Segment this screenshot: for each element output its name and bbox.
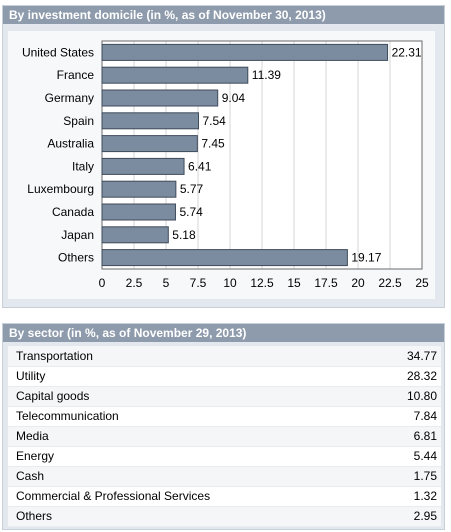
bar (101, 249, 348, 267)
sector-value: 6.81 (367, 426, 441, 447)
x-tick-label: 25 (415, 276, 429, 290)
category-label: Luxembourg (27, 182, 94, 196)
bar-value-label: 5.77 (180, 182, 204, 196)
sector-row: Commercial & Professional Services 1.32 (8, 486, 441, 507)
category-label: Italy (72, 159, 94, 173)
bar-value-label: 7.54 (203, 114, 227, 128)
sector-panel: By sector (in %, as of November 29, 2013… (2, 323, 445, 530)
x-tick-label: 12.5 (250, 276, 274, 290)
bar-value-label: 5.18 (172, 228, 196, 242)
x-tick-label: 10 (223, 276, 237, 290)
plot-border (101, 40, 423, 270)
bar-value-label: 19.17 (351, 251, 381, 265)
sector-value: 34.77 (367, 346, 441, 367)
sector-row: Capital goods 10.80 (8, 386, 441, 407)
x-tick-label: 17.5 (314, 276, 338, 290)
sector-value: 28.32 (367, 366, 441, 387)
sector-label: Utility (8, 366, 368, 387)
sector-row: Transportation 34.77 (8, 346, 441, 367)
sector-label: Commercial & Professional Services (8, 486, 368, 507)
category-label: Canada (52, 205, 94, 219)
sector-row: Media 6.81 (8, 426, 441, 447)
sector-row: Utility 28.32 (8, 366, 441, 387)
bar (101, 66, 249, 84)
x-tick-label: 0 (99, 276, 106, 290)
sector-label: Cash (8, 466, 368, 487)
sector-value: 5.44 (367, 446, 441, 467)
bar (101, 157, 185, 175)
bar (101, 180, 177, 198)
sector-label: Others (8, 506, 368, 527)
bar (101, 112, 200, 130)
bar (101, 203, 176, 221)
bar (101, 226, 169, 244)
x-tick-label: 22.5 (378, 276, 402, 290)
sector-label: Energy (8, 446, 368, 467)
bar (101, 43, 389, 61)
bar (101, 89, 219, 107)
category-label: Japan (61, 228, 94, 242)
sector-row: Energy 5.44 (8, 446, 441, 467)
bar (101, 135, 198, 153)
bar-value-label: 6.41 (188, 159, 212, 173)
sector-value: 1.32 (367, 486, 441, 507)
sector-row: Cash 1.75 (8, 466, 441, 487)
domicile-title: By investment domicile (in %, as of Nove… (3, 6, 444, 24)
sector-row: Telecommunication 7.84 (8, 406, 441, 427)
category-label: Germany (45, 91, 94, 105)
category-label: France (57, 68, 95, 82)
sector-row: Others 2.95 (8, 506, 441, 527)
bar-value-label: 11.39 (252, 68, 281, 82)
x-tick-label: 20 (351, 276, 365, 290)
bar-value-label: 7.45 (201, 137, 225, 151)
sector-label: Capital goods (8, 386, 368, 407)
sector-value: 2.95 (367, 506, 441, 527)
sector-value: 10.80 (367, 386, 441, 407)
category-label: Spain (63, 114, 94, 128)
sector-value: 1.75 (367, 466, 441, 487)
x-tick-label: 2.5 (126, 276, 143, 290)
sector-table: Transportation 34.77 Utility 28.32 Capital g… (8, 346, 441, 527)
bar-value-label: 22.31 (392, 45, 422, 59)
sector-label: Media (8, 426, 368, 447)
category-label: Australia (47, 137, 94, 151)
sector-value: 7.84 (367, 406, 441, 427)
sector-label: Transportation (8, 346, 368, 367)
bar-value-label: 9.04 (222, 91, 246, 105)
domicile-chart: 0 2.5 5 7.5 10 12.5 15 17.5 20 22.5 25 United State… (8, 31, 435, 299)
category-label: United States (22, 45, 94, 59)
bar-value-label: 5.74 (179, 205, 203, 219)
x-tick-label: 7.5 (190, 276, 207, 290)
category-label: Others (58, 251, 94, 265)
domicile-panel: By investment domicile (in %, as of Nove… (2, 5, 445, 308)
sector-title: By sector (in %, as of November 29, 2013… (3, 324, 444, 342)
sector-label: Telecommunication (8, 406, 368, 427)
x-tick-label: 15 (287, 276, 301, 290)
bar-chart: 0 2.5 5 7.5 10 12.5 15 17.5 20 22.5 25 United State… (22, 40, 429, 290)
x-tick-label: 5 (163, 276, 170, 290)
